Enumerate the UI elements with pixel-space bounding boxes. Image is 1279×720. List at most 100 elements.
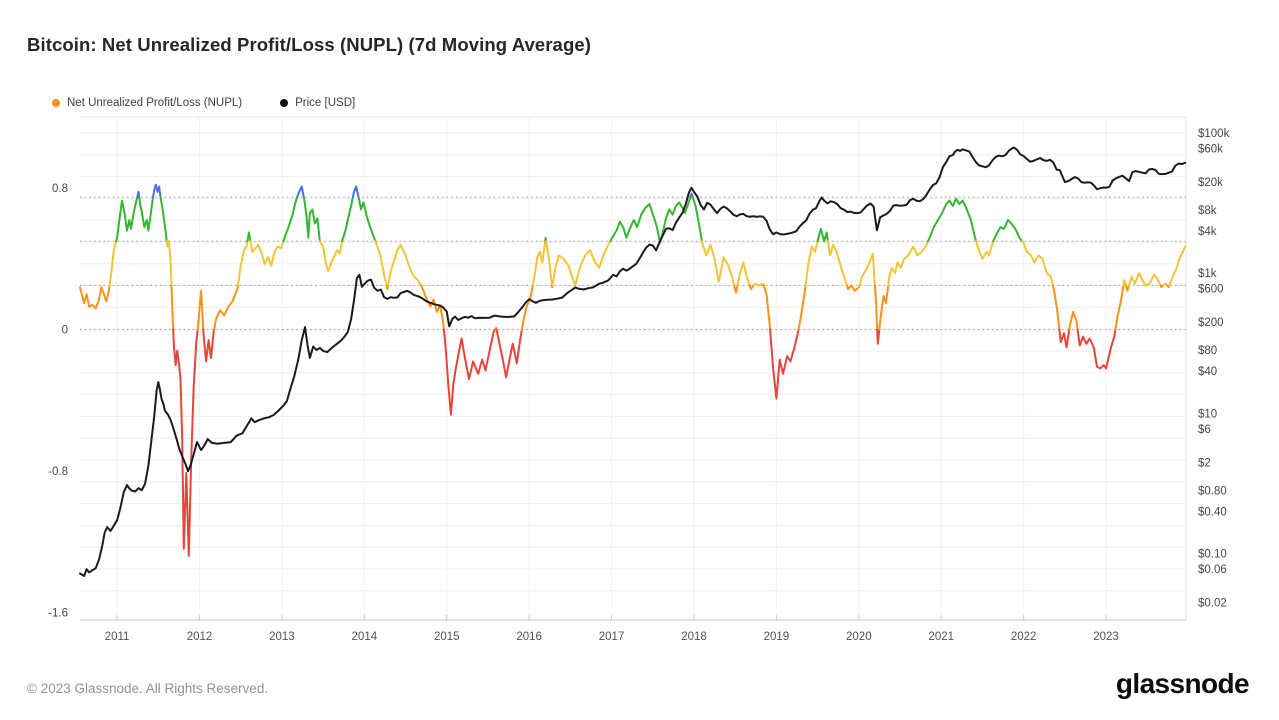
year-label: 2013 bbox=[269, 631, 295, 643]
nupl-line-segment bbox=[1128, 272, 1162, 287]
price-tick-label: $40 bbox=[1198, 366, 1217, 378]
legend-item-price[interactable]: Price [USD] bbox=[280, 97, 355, 109]
nupl-line-segment bbox=[1124, 284, 1130, 292]
price-tick-label: $8k bbox=[1198, 205, 1217, 217]
nupl-line-segment bbox=[1114, 284, 1125, 331]
nupl-line-segment bbox=[845, 284, 861, 292]
legend-label-price: Price [USD] bbox=[295, 97, 356, 109]
nupl-line-segment bbox=[520, 284, 534, 331]
price-line bbox=[79, 146, 1187, 577]
nupl-line-segment bbox=[213, 284, 239, 331]
nupl-line-segment bbox=[170, 284, 175, 331]
nupl-line-segment bbox=[165, 240, 173, 287]
chart-legend: Net Unrealized Profit/Loss (NUPL) Price … bbox=[52, 97, 355, 109]
nupl-line-segment bbox=[385, 284, 390, 290]
nupl-line-segment bbox=[887, 240, 929, 287]
nupl-line-segment bbox=[196, 289, 205, 331]
price-tick-label: $10 bbox=[1198, 408, 1217, 420]
nupl-line-segment bbox=[551, 240, 612, 287]
price-tick-label: $4k bbox=[1198, 226, 1217, 238]
nupl-line-segment bbox=[975, 240, 995, 260]
nupl-line-segment bbox=[752, 282, 765, 287]
nupl-line-segment bbox=[691, 196, 703, 243]
year-label: 2017 bbox=[599, 631, 625, 643]
nupl-line-segment bbox=[1021, 240, 1054, 287]
nupl-line-segment bbox=[152, 183, 162, 199]
nupl-threshold-lines bbox=[80, 196, 1186, 331]
year-label: 2014 bbox=[352, 631, 378, 643]
price-tick-label: $60k bbox=[1198, 144, 1223, 156]
price-tick-label: $0.40 bbox=[1198, 506, 1227, 518]
nupl-line-segment bbox=[804, 240, 819, 287]
nupl-line-segment bbox=[420, 284, 445, 331]
nupl-tick-label: -1.6 bbox=[48, 607, 68, 619]
price-tick-label: $0.80 bbox=[1198, 485, 1227, 497]
price-tick-label: $1k bbox=[1198, 268, 1217, 280]
nupl-line-segment bbox=[545, 240, 553, 287]
legend-item-nupl[interactable]: Net Unrealized Profit/Loss (NUPL) bbox=[52, 97, 242, 109]
nupl-line-segment bbox=[544, 236, 548, 243]
nupl-line-segment bbox=[236, 240, 249, 287]
nupl-line-segment bbox=[341, 196, 354, 243]
page-title: Bitcoin: Net Unrealized Profit/Loss (NUP… bbox=[27, 34, 591, 55]
nupl-line-segment bbox=[992, 219, 1024, 243]
year-label: 2012 bbox=[187, 631, 213, 643]
nupl-line-segment bbox=[172, 328, 199, 557]
nupl-line bbox=[79, 183, 1187, 557]
nupl-line-segment bbox=[159, 196, 168, 243]
nupl-line-segment bbox=[659, 196, 692, 243]
nupl-line-segment bbox=[357, 196, 377, 243]
nupl-line-segment bbox=[374, 240, 388, 287]
nupl-line-segment bbox=[769, 328, 800, 400]
nupl-line-segment bbox=[1168, 245, 1187, 287]
year-gridlines bbox=[116, 117, 1107, 620]
nupl-line-segment bbox=[246, 231, 252, 243]
price-tick-label: $80 bbox=[1198, 345, 1217, 357]
nupl-line-segment bbox=[736, 261, 751, 287]
nupl-line-segment bbox=[442, 328, 496, 416]
nupl-line-segment bbox=[927, 197, 978, 243]
price-tick-label: $600 bbox=[1198, 284, 1224, 296]
nupl-line-segment bbox=[1051, 284, 1061, 331]
nupl-line-segment bbox=[79, 284, 111, 310]
year-label: 2021 bbox=[928, 631, 954, 643]
nupl-line-segment bbox=[748, 284, 755, 290]
price-tick-label: $100k bbox=[1198, 128, 1230, 140]
price-tick-label: $20k bbox=[1198, 177, 1223, 189]
nupl-line-segment bbox=[318, 240, 344, 273]
nupl-line-segment bbox=[1122, 279, 1127, 287]
nupl-line-segment bbox=[115, 196, 139, 243]
price-tick-label: $200 bbox=[1198, 317, 1224, 329]
glassnode-logo[interactable]: glassnode bbox=[1115, 668, 1250, 699]
nupl-line-segment bbox=[876, 328, 881, 345]
nupl-line-segment bbox=[762, 284, 772, 331]
nupl-line-segment bbox=[108, 240, 118, 287]
nupl-tick-label: 0.8 bbox=[52, 183, 68, 195]
nupl-line-segment bbox=[387, 243, 422, 287]
price-axis-labels: $100k $60k $20k $8k $4k $1k $600 $200 $80 $40 $10 $… bbox=[1198, 128, 1230, 610]
year-label: 2011 bbox=[105, 631, 130, 643]
nupl-line-segment bbox=[136, 190, 141, 199]
nupl-line-segment bbox=[816, 227, 829, 243]
legend-label-nupl: Net Unrealized Profit/Loss (NUPL) bbox=[67, 97, 243, 109]
nupl-line-segment bbox=[878, 284, 890, 331]
year-label: 2023 bbox=[1093, 631, 1119, 643]
nupl-line-segment bbox=[1068, 310, 1079, 331]
price-series-dot-icon bbox=[280, 99, 289, 107]
nupl-line-segment bbox=[495, 328, 523, 379]
nupl-line-segment bbox=[873, 284, 879, 331]
x-axis-labels: 2011 2012 2013 2014 2015 2016 2017 2018 2019 2020… bbox=[105, 631, 1119, 643]
nupl-line-segment bbox=[826, 240, 848, 287]
year-label: 2015 bbox=[434, 631, 460, 643]
copyright-text: © 2023 Glassnode. All Rights Reserved. bbox=[27, 681, 269, 696]
price-tick-label: $2 bbox=[1198, 457, 1211, 469]
price-tick-label: $0.10 bbox=[1198, 549, 1227, 561]
nupl-line-segment bbox=[249, 240, 285, 267]
nupl-line-segment bbox=[609, 203, 661, 243]
price-tick-label: $6 bbox=[1198, 424, 1211, 436]
price-tick-label: $0.06 bbox=[1198, 564, 1227, 576]
nupl-line-segment bbox=[700, 240, 736, 287]
year-label: 2022 bbox=[1011, 631, 1037, 643]
